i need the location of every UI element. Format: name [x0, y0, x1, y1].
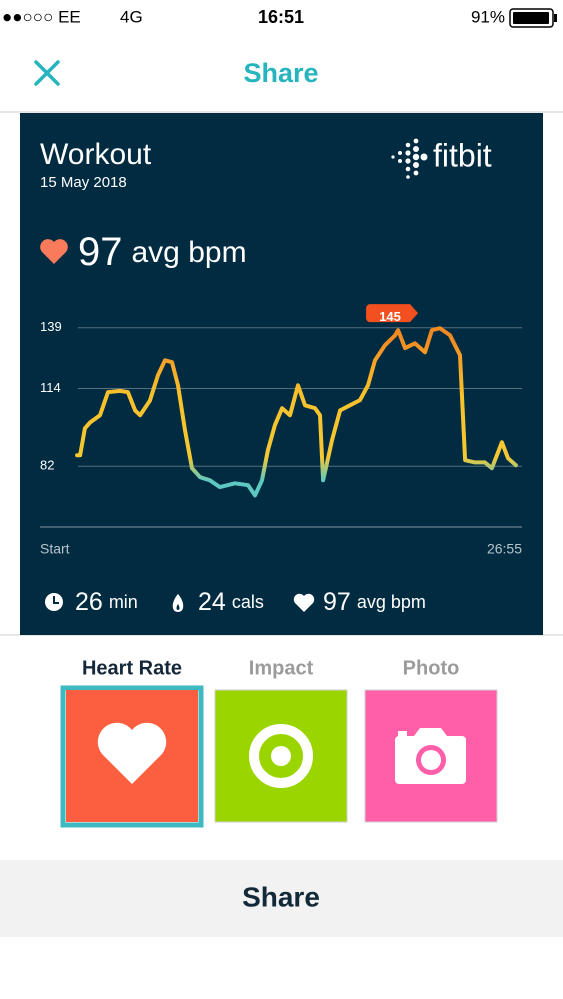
network: 4G: [120, 7, 143, 26]
camera-tile-icon: [395, 728, 466, 784]
heart-icon: [40, 239, 68, 264]
avg-heart-rate: 97 avg bpm: [78, 230, 247, 274]
stat-unit: cals: [232, 592, 264, 612]
impact-tile-icon: [271, 746, 291, 766]
battery-icon: [509, 8, 557, 28]
peak-label: 145: [379, 309, 401, 324]
clock-icon: [45, 593, 63, 611]
tab-label: Heart Rate: [82, 657, 182, 679]
heart-tile-icon: [97, 722, 167, 784]
peak-marker: [366, 304, 419, 323]
stat-duration: 26 min: [75, 588, 138, 616]
flame-icon: [172, 594, 184, 612]
tab-label: Photo: [403, 657, 460, 679]
avg-hr-value: 97: [78, 230, 123, 274]
share-card: [20, 113, 543, 635]
stat-unit: avg bpm: [357, 592, 426, 612]
impact-tile-icon: [249, 724, 313, 788]
stat-unit: min: [109, 592, 138, 612]
clock: 16:51: [258, 7, 304, 27]
stat-value: 26: [75, 588, 103, 616]
close-button[interactable]: [34, 60, 60, 86]
battery-level: 91%: [471, 7, 505, 26]
brand: fitbit: [433, 137, 492, 173]
y-tick-label: 82: [40, 458, 54, 473]
share-options: Heart Rate Impact Photo: [60, 657, 498, 828]
fitbit-logo-dots: [391, 138, 428, 179]
y-tick-label: 139: [40, 319, 62, 334]
stat-avg-bpm: 97 avg bpm: [323, 588, 426, 616]
stat-calories: 24 cals: [198, 588, 264, 616]
card-title: Workout: [40, 138, 152, 171]
y-tick-label: 114: [40, 380, 61, 395]
x-tick-label: 26:55: [487, 541, 522, 557]
selected-outline: [60, 685, 204, 828]
share-button-label: Share: [242, 881, 320, 912]
heart-rate-line: [75, 326, 518, 498]
share-button[interactable]: Share: [0, 860, 563, 937]
stat-value: 24: [198, 588, 226, 616]
stat-value: 97: [323, 588, 351, 616]
header-title: Share: [243, 58, 318, 88]
tab-label: Impact: [249, 657, 314, 679]
card-date: 15 May 2018: [40, 174, 127, 191]
x-tick-label: Start: [40, 541, 70, 557]
heart-rate-chart: 82 114 139 Start 26:55 145: [40, 304, 522, 557]
heart-icon: [293, 593, 315, 612]
avg-hr-unit: avg bpm: [132, 236, 247, 269]
carrier: ●●○○○ EE: [2, 7, 81, 26]
